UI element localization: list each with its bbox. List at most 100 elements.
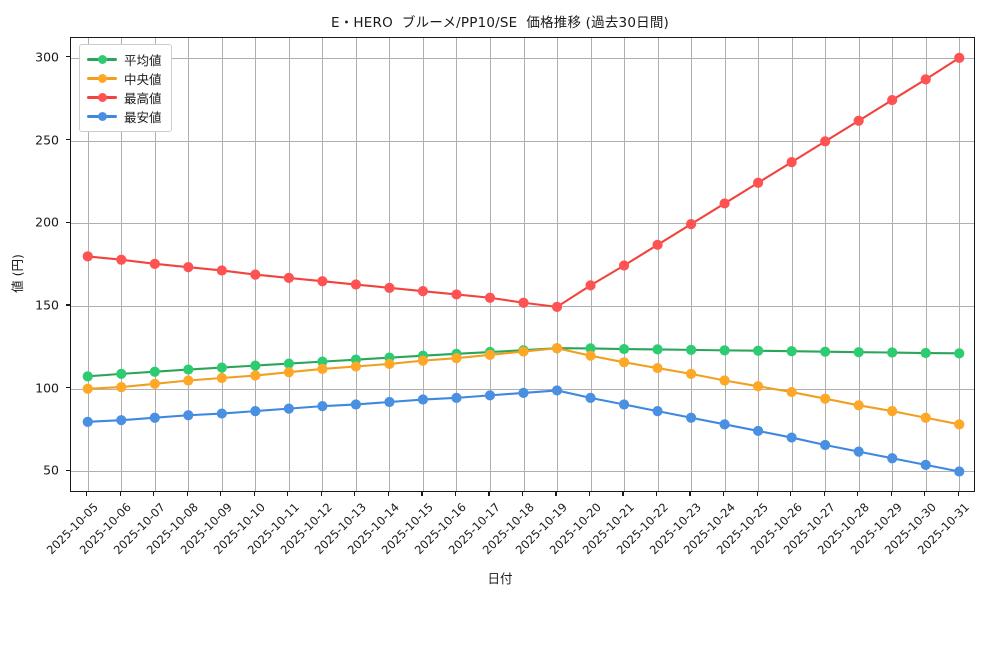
data-point	[82, 416, 93, 427]
y-tick-mark	[66, 469, 70, 472]
data-point	[786, 156, 797, 168]
x-gridline	[724, 38, 726, 491]
data-point	[920, 412, 931, 423]
data-point	[954, 348, 965, 359]
y-tick-label: 300	[35, 49, 59, 65]
legend-swatch-icon	[87, 92, 117, 104]
chart-title: E・HERO ブルーメ/PP10/SE 価格推移 (過去30日間)	[330, 15, 669, 31]
data-point	[116, 254, 127, 265]
x-tick-mark	[957, 492, 959, 496]
series-4	[82, 385, 965, 477]
data-point	[618, 357, 630, 368]
data-point	[451, 353, 462, 364]
data-point	[183, 364, 194, 375]
legend-label: 平均値	[124, 53, 162, 68]
data-point	[250, 406, 261, 417]
data-point	[350, 279, 362, 290]
x-tick-mark	[555, 492, 557, 496]
x-axis-tick-labels: 2025-10-05 2025-10-06 2025-10-07 2025-10-08…	[43, 492, 975, 597]
y-gridline	[71, 140, 974, 142]
data-point	[82, 251, 93, 262]
data-point	[518, 346, 529, 357]
data-point	[384, 282, 395, 293]
data-point	[954, 419, 965, 430]
legend-swatch-icon	[87, 54, 117, 66]
x-tick-mark	[354, 492, 356, 496]
y-gridline	[71, 471, 974, 473]
data-point	[887, 94, 898, 106]
series-layer	[82, 52, 965, 477]
data-point	[216, 362, 227, 373]
x-gridline	[322, 38, 324, 491]
data-point	[652, 406, 663, 417]
data-point	[887, 406, 898, 417]
data-point	[216, 408, 227, 419]
data-point	[317, 363, 328, 375]
data-point	[753, 345, 764, 356]
data-point	[820, 136, 831, 147]
data-point	[685, 344, 697, 355]
data-point	[585, 280, 596, 291]
y-gridline	[71, 57, 974, 59]
x-tick-mark	[857, 492, 859, 496]
x-tick-mark	[588, 492, 591, 496]
x-gridline	[87, 38, 89, 491]
x-tick-mark	[287, 492, 289, 496]
data-point	[518, 297, 529, 308]
data-point	[820, 346, 831, 357]
data-point	[149, 412, 160, 423]
data-point	[149, 378, 160, 389]
legend-item-4[interactable]: 最安値	[87, 107, 162, 126]
data-point	[585, 343, 596, 354]
data-point	[719, 198, 730, 209]
data-point	[920, 459, 931, 470]
x-gridline	[422, 38, 424, 491]
data-point	[417, 355, 429, 366]
data-point	[786, 346, 797, 357]
legend-label: 最安値	[124, 110, 162, 125]
data-point	[954, 52, 965, 63]
x-gridline	[791, 38, 793, 491]
data-point	[685, 412, 697, 423]
x-tick-mark	[823, 492, 825, 496]
data-point	[484, 390, 496, 401]
x-axis-label: 日付	[487, 571, 513, 586]
legend-item-2[interactable]: 中央値	[87, 69, 162, 88]
y-tick-mark	[66, 304, 70, 306]
data-point	[116, 382, 127, 393]
chart-legend: 平均値中央値最高値最安値	[79, 44, 172, 132]
y-axis-tick-labels: 50 100 150 200 250 300	[0, 0, 59, 600]
x-gridline	[858, 38, 860, 491]
data-point	[183, 375, 194, 386]
data-point	[753, 425, 764, 437]
data-point	[417, 394, 429, 405]
x-gridline	[892, 38, 894, 491]
data-point	[250, 360, 261, 371]
series-3	[82, 52, 965, 312]
y-tick-label: 250	[35, 132, 59, 148]
data-point	[853, 400, 864, 411]
x-gridline	[389, 38, 391, 491]
data-point	[250, 370, 261, 381]
data-point	[618, 343, 630, 355]
data-point	[853, 446, 864, 457]
legend-label: 最高値	[124, 91, 162, 106]
data-point	[585, 350, 596, 361]
data-point	[719, 345, 730, 356]
y-tick-mark	[66, 138, 70, 141]
data-point	[283, 272, 294, 284]
data-point	[518, 387, 529, 398]
x-tick-mark	[320, 492, 322, 496]
x-gridline	[288, 38, 290, 491]
data-point	[551, 385, 563, 396]
legend-label: 中央値	[124, 72, 162, 87]
x-tick-mark	[253, 492, 255, 496]
legend-item-1[interactable]: 平均値	[87, 50, 162, 69]
y-tick-mark	[66, 387, 70, 389]
x-tick-mark	[521, 492, 524, 496]
x-gridline	[355, 38, 357, 491]
data-point	[820, 393, 831, 404]
legend-item-3[interactable]: 最高値	[87, 88, 162, 107]
data-point	[887, 453, 898, 464]
x-tick-mark	[454, 492, 457, 496]
